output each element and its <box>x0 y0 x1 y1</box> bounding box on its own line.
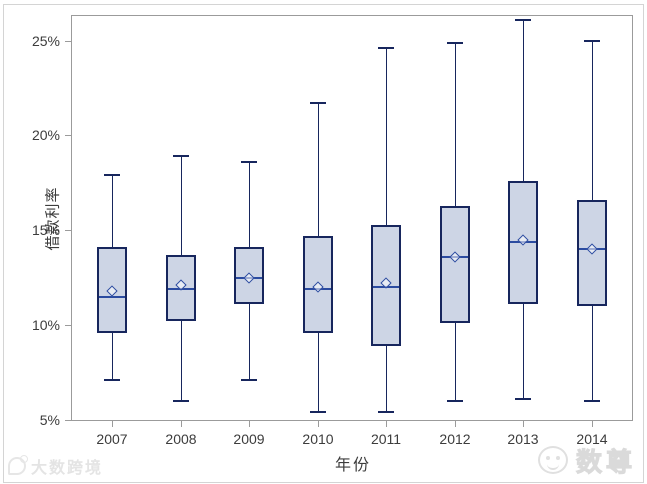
whisker-cap-low <box>241 379 257 382</box>
y-tick-mark <box>65 230 71 231</box>
y-tick-mark <box>65 420 71 421</box>
y-tick-label: 5% <box>39 412 60 428</box>
y-tick-mark <box>65 135 71 136</box>
x-tick-label-2009: 2009 <box>233 431 265 447</box>
x-axis-title: 年份 <box>334 457 371 474</box>
iqr-box <box>440 205 470 324</box>
x-tick-mark <box>523 421 524 427</box>
x-tick-label-2014: 2014 <box>576 431 608 447</box>
y-tick-label: 25% <box>31 33 60 49</box>
whisker-cap-high <box>515 18 531 21</box>
plot-area-frame <box>71 15 633 421</box>
y-axis-title: 借款利率 <box>44 186 62 251</box>
x-tick-mark <box>386 421 387 427</box>
watermark-right-text: 数尊 <box>575 446 637 477</box>
whisker-cap-low <box>584 400 600 403</box>
x-tick-mark <box>318 421 319 427</box>
watermark-bottom-right: 数尊 <box>538 440 636 480</box>
whisker-cap-low <box>447 400 463 403</box>
x-tick-label-2013: 2013 <box>507 431 539 447</box>
y-tick-label: 10% <box>31 317 60 333</box>
whisker-cap-high <box>173 155 189 158</box>
whisker-cap-low <box>378 411 394 414</box>
whisker-cap-high <box>378 47 394 50</box>
whisker-cap-low <box>310 411 326 414</box>
y-tick-label: 15% <box>31 222 60 238</box>
whisker-cap-low <box>515 398 531 401</box>
whisker-cap-high <box>104 174 120 177</box>
watermark-left-text: 大数跨境 <box>31 460 104 477</box>
whisker-cap-low <box>173 400 189 403</box>
iqr-box <box>97 247 127 333</box>
x-tick-mark <box>112 421 113 427</box>
median-line <box>99 295 125 298</box>
x-tick-mark <box>249 421 250 427</box>
x-tick-label-2010: 2010 <box>302 431 334 447</box>
whisker-cap-high <box>584 39 600 42</box>
y-tick-mark <box>65 325 71 326</box>
whisker-cap-high <box>241 161 257 164</box>
watermark-bottom-left: 大数跨境 <box>8 454 103 478</box>
y-tick-label: 20% <box>31 127 60 143</box>
x-tick-label-2011: 2011 <box>370 431 402 447</box>
watermark-logo-icon <box>8 455 28 475</box>
whisker-cap-low <box>104 379 120 382</box>
x-tick-mark <box>592 421 593 427</box>
whisker-cap-high <box>447 41 463 44</box>
x-tick-label-2008: 2008 <box>165 431 197 447</box>
whisker-cap-high <box>310 102 326 105</box>
y-tick-mark <box>65 41 71 42</box>
smiley-logo-icon <box>538 446 568 474</box>
x-tick-mark <box>455 421 456 427</box>
x-tick-mark <box>181 421 182 427</box>
x-tick-label-2012: 2012 <box>439 431 471 447</box>
x-tick-label-2007: 2007 <box>96 431 128 447</box>
